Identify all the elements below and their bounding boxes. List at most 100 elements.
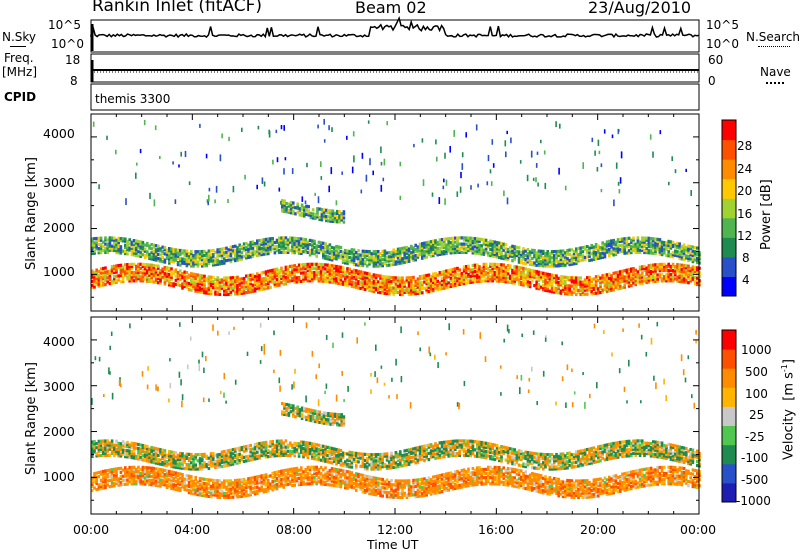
heatmap-cell [638,275,642,280]
heatmap-cell [630,248,633,253]
heatmap-cell [592,283,596,287]
heatmap-cell [438,252,442,256]
heatmap-cell [146,254,149,258]
heatmap-cell [449,270,453,274]
heatmap-cell [671,251,675,255]
heatmap-cell [267,249,270,254]
heatmap-cell [568,288,571,292]
heatmap-cell [293,251,296,255]
heatmap-cell [117,236,120,240]
heatmap-cell [253,480,257,484]
heatmap-cell [471,245,475,249]
heatmap-cell [286,470,290,474]
heatmap-cell [506,251,510,256]
heatmap-cell [390,254,393,259]
heatmap-cell [561,263,565,267]
heatmap-cell [161,482,164,487]
heatmap-cell [533,263,536,267]
heatmap-cell [104,238,107,242]
heatmap-cell [294,206,297,210]
heatmap-cell [674,269,677,273]
heatmap-cell [594,291,598,295]
heatmap-cell [150,267,153,271]
heatmap-cell [594,281,598,285]
heatmap-cell [102,472,105,476]
heatmap-cell [176,271,180,275]
heatmap-cell [284,278,288,282]
heatmap-cell [451,249,455,253]
heatmap-cell [283,207,286,211]
heatmap-cell [513,257,516,261]
heatmap-cell [91,478,94,482]
heatmap-cell [238,283,241,287]
heatmap-cell [374,288,378,292]
heatmap-cell [330,270,334,274]
heatmap-cell [234,489,237,493]
heatmap-cell [542,275,545,279]
heatmap-cell [292,209,295,213]
sparse-echo [241,127,243,133]
heatmap-cell [572,256,576,260]
heatmap-cell [451,251,455,255]
heatmap-cell [388,286,391,290]
heatmap-cell [340,212,343,216]
heatmap-cell [344,479,347,484]
heatmap-cell [258,286,261,290]
heatmap-cell [106,473,109,477]
heatmap-cell [137,478,140,482]
heatmap-cell [315,266,318,270]
heatmap-cell [225,259,228,263]
heatmap-cell [229,276,233,280]
heatmap-cell [359,255,362,259]
heatmap-cell [462,244,466,248]
heatmap-cell [372,258,376,262]
heatmap-cell [368,262,371,266]
heatmap-cell [283,209,286,213]
heatmap-cell [256,479,259,483]
heatmap-cell [328,470,332,475]
heatmap-cell [163,483,167,487]
heatmap-cell [401,286,404,290]
heatmap-cell [537,278,541,283]
heatmap-cell [559,289,563,293]
heatmap-cell [579,246,582,250]
heatmap-cell [117,276,120,280]
heatmap-cell [379,487,382,491]
heatmap-cell [550,283,554,288]
heatmap-cell [227,284,230,288]
heatmap-cell [174,248,178,252]
heatmap-cell [583,282,587,286]
heatmap-cell [487,251,490,255]
heatmap-cell [506,258,510,262]
heatmap-cell [379,494,382,498]
heatmap-cell [330,280,334,284]
heatmap-cell [198,476,202,481]
heatmap-cell [201,282,204,286]
heatmap-cell [678,254,681,258]
heatmap-cell [649,245,653,249]
heatmap-cell [438,248,442,252]
heatmap-cell [443,282,446,286]
heatmap-cell [150,263,153,267]
heatmap-cell [185,281,189,285]
heatmap-cell [374,284,378,288]
heatmap-cell [577,282,580,286]
heatmap-cell [383,251,387,255]
heatmap-cell [229,483,233,487]
heatmap-cell [245,286,248,291]
heatmap-cell [528,260,532,264]
heatmap-cell [689,251,692,255]
heatmap-cell [305,204,308,208]
heatmap-cell [302,273,305,277]
heatmap-cell [390,489,393,493]
heatmap-cell [154,278,158,282]
heatmap-cell [586,292,589,296]
heatmap-cell [561,261,565,265]
heatmap-cell [372,289,376,293]
heatmap-cell [696,246,699,250]
heatmap-cell [146,279,149,283]
heatmap-cell [654,277,657,281]
heatmap-cell [616,250,620,254]
heatmap-cell [432,247,435,252]
heatmap-cell [335,273,338,277]
